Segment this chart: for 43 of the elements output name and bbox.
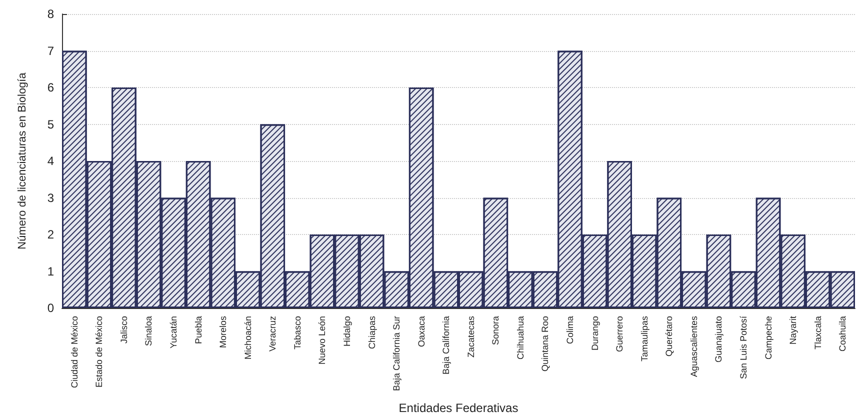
x-tick-label: Durango: [590, 316, 600, 351]
x-tick-label: Morelos: [218, 316, 228, 348]
x-tick-label: Baja California: [441, 316, 452, 375]
x-tick-label: Ciudad de México: [69, 316, 80, 388]
x-tick-label: Nayarit: [788, 316, 798, 345]
x-tick-label: Veracruz: [268, 316, 278, 352]
y-tick-label: 2: [47, 228, 54, 242]
x-tick-label: Colima: [565, 316, 576, 344]
x-tick-label: Tabasco: [292, 316, 302, 350]
x-tick-label: Guerrero: [614, 316, 625, 352]
y-tick-label: 5: [47, 117, 54, 132]
x-tick-label: Coahuila: [838, 316, 848, 352]
x-tick-label: Quintana Roo: [540, 316, 550, 372]
x-tick-label: Campeche: [763, 316, 774, 360]
y-axis-title: Número de licenciaturas en Biología: [16, 72, 28, 250]
x-tick-label: Yucatán: [168, 316, 179, 349]
x-tick-label: Chiapas: [366, 316, 377, 350]
y-tick-label: 1: [47, 264, 54, 278]
y-tick-label: 3: [47, 190, 54, 205]
x-tick-label: Sonora: [490, 316, 501, 346]
x-tick-label: Nuevo León: [317, 316, 328, 365]
x-tick-label: Querétaro: [664, 316, 674, 357]
y-tick-label: 0: [47, 301, 54, 315]
x-tick-label: Jalisco: [118, 316, 129, 344]
x-tick-label: Tamaulipas: [639, 316, 650, 362]
x-tick-label: Estado de México: [94, 316, 104, 388]
x-tick-label: Guanajuato: [714, 316, 724, 363]
x-tick-label: Zacatecas: [466, 316, 476, 358]
x-tick-label: Chihuahua: [515, 316, 526, 360]
y-tick-label: 8: [47, 7, 54, 21]
x-tick-label: Hidalgo: [342, 316, 352, 347]
x-tick-label: Puebla: [193, 316, 204, 344]
y-tick-label: 4: [47, 154, 54, 168]
x-tick-label: Aguascalientes: [688, 316, 699, 378]
x-tick-label: San Luis Potosí: [738, 316, 748, 380]
x-tick-label: Baja California Sur: [392, 316, 402, 392]
x-tick-label: Oaxaca: [416, 316, 426, 348]
y-tick-label: 7: [47, 44, 54, 58]
y-tick-label: 6: [47, 80, 54, 94]
x-tick-label: Michoacán: [242, 316, 253, 360]
x-tick-label: Tlaxcala: [812, 316, 823, 350]
x-tick-label: Sinaloa: [144, 316, 154, 346]
x-axis-title: Entidades Federativas: [398, 401, 518, 415]
